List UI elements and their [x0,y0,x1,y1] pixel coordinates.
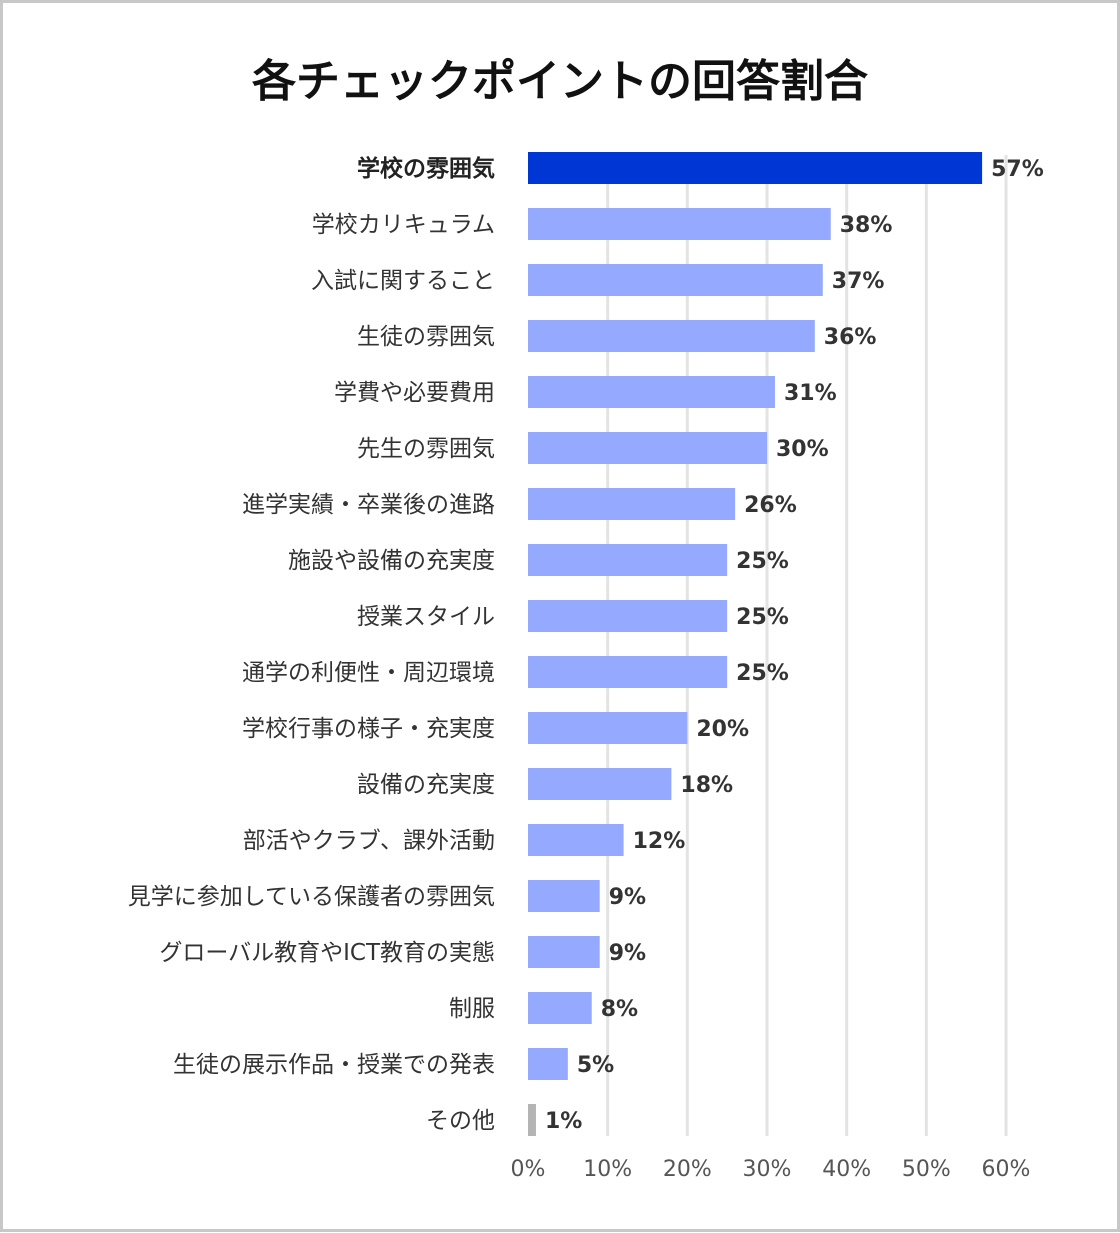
bar [528,1104,536,1136]
bar [528,992,592,1024]
category-label: 部活やクラブ、課外活動 [243,828,495,854]
category-label: 先生の雰囲気 [357,436,495,462]
bars [528,152,983,1136]
value-label: 12% [633,829,686,854]
value-label: 36% [824,325,877,350]
gridlines [606,155,1008,1136]
bar [528,712,688,744]
category-label: 入試に関すること [311,268,495,294]
category-label: 学費や必要費用 [334,380,495,406]
category-label: 制服 [449,996,495,1022]
bar [528,152,983,184]
value-label: 25% [736,661,789,686]
x-tick-label: 10% [583,1157,632,1182]
x-axis-tick-labels: 0% 10% 20% 30% 40% 50% 60% [511,1157,1031,1182]
category-label: 通学の利便性・周辺環境 [242,660,495,686]
x-tick-label: 0% [511,1157,546,1182]
category-label: 授業スタイル [357,604,495,630]
value-label: 9% [609,941,646,966]
value-label: 25% [736,605,789,630]
bar [528,880,600,912]
category-label: その他 [426,1108,495,1134]
bar [528,824,624,856]
value-label: 18% [680,773,733,798]
value-labels: 57% 38% 37% 36% 31% 30% 26% 25% 25% 25% 20% 18% 12% 9… [545,157,1044,1134]
value-label: 57% [991,157,1044,182]
category-label: 学校カリキュラム [312,212,495,238]
bar [528,376,775,408]
category-label: グローバル教育やICT教育の実態 [159,940,495,966]
x-tick-label: 30% [743,1157,792,1182]
value-label: 26% [744,493,797,518]
category-label: 生徒の展示作品・授業での発表 [173,1052,495,1078]
value-label: 20% [696,717,749,742]
x-tick-label: 40% [822,1157,871,1182]
value-label: 37% [832,269,885,294]
bar [528,432,767,464]
value-label: 30% [776,437,829,462]
bar [528,656,728,688]
value-label: 1% [545,1109,582,1134]
x-tick-label: 60% [982,1157,1031,1182]
category-label: 設備の充実度 [357,772,495,798]
bar [528,488,736,520]
value-label: 5% [577,1053,614,1078]
x-tick-label: 50% [902,1157,951,1182]
bar [528,264,823,296]
value-label: 38% [840,213,893,238]
chart-title: 各チェックポイントの回答割合 [252,56,868,107]
bar [528,544,728,576]
value-label: 31% [784,381,837,406]
bar [528,600,728,632]
bar-chart: 各チェックポイントの回答割合 学校の雰囲気学校カリキュラム入試に関すること生徒の… [128,56,1044,1182]
x-tick-label: 20% [663,1157,712,1182]
bar [528,936,600,968]
category-label: 学校行事の様子・充実度 [242,716,495,742]
category-labels: 学校の雰囲気学校カリキュラム入試に関すること生徒の雰囲気学費や必要費用先生の雰囲… [128,155,495,1134]
bar [528,208,831,240]
value-label: 8% [601,997,638,1022]
category-label: 進学実績・卒業後の進路 [242,492,495,518]
bar [528,320,815,352]
value-label: 25% [736,549,789,574]
category-label: 生徒の雰囲気 [357,324,495,350]
bar [528,1048,568,1080]
category-label: 学校の雰囲気 [357,155,495,182]
value-label: 9% [609,885,646,910]
category-label: 施設や設備の充実度 [288,548,495,574]
bar [528,768,672,800]
category-label: 見学に参加している保護者の雰囲気 [128,884,495,910]
